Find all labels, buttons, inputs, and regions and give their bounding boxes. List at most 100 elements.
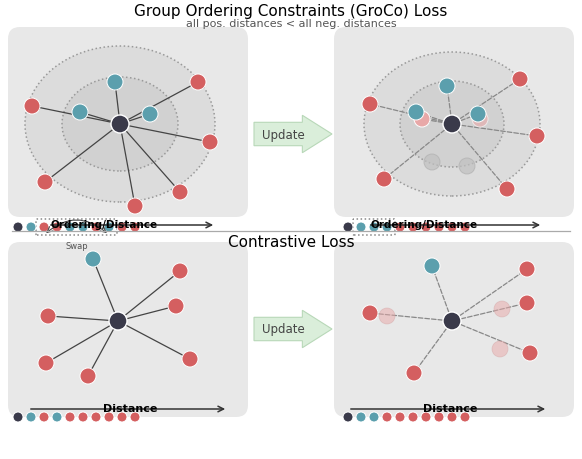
- Circle shape: [362, 97, 378, 113]
- Circle shape: [117, 223, 127, 233]
- Text: Group Ordering Constraints (GroCo) Loss: Group Ordering Constraints (GroCo) Loss: [134, 4, 448, 19]
- Circle shape: [111, 116, 129, 134]
- Circle shape: [104, 412, 114, 422]
- Circle shape: [142, 107, 158, 123]
- Circle shape: [72, 105, 88, 121]
- Circle shape: [85, 252, 101, 268]
- Circle shape: [26, 223, 36, 233]
- Circle shape: [395, 223, 405, 233]
- Circle shape: [127, 199, 143, 214]
- Text: Ordering/Distance: Ordering/Distance: [50, 219, 157, 230]
- Text: all pos. distances < all neg. distances: all pos. distances < all neg. distances: [186, 19, 396, 29]
- Circle shape: [104, 223, 114, 233]
- FancyBboxPatch shape: [334, 28, 574, 218]
- Circle shape: [107, 75, 123, 91]
- Circle shape: [424, 258, 440, 274]
- Circle shape: [52, 223, 62, 233]
- Circle shape: [519, 295, 535, 311]
- Circle shape: [65, 223, 75, 233]
- Circle shape: [13, 223, 23, 233]
- Circle shape: [522, 345, 538, 361]
- Circle shape: [172, 263, 188, 280]
- Circle shape: [499, 182, 515, 197]
- Circle shape: [460, 412, 470, 422]
- Circle shape: [356, 412, 366, 422]
- Circle shape: [172, 185, 188, 201]
- Circle shape: [519, 262, 535, 277]
- Circle shape: [91, 412, 101, 422]
- Circle shape: [529, 129, 545, 145]
- FancyBboxPatch shape: [8, 242, 248, 417]
- Circle shape: [109, 312, 127, 330]
- Circle shape: [434, 223, 444, 233]
- Ellipse shape: [25, 47, 215, 202]
- Circle shape: [369, 412, 379, 422]
- Circle shape: [460, 223, 470, 233]
- Circle shape: [379, 308, 395, 325]
- Text: Update: Update: [262, 128, 305, 141]
- Circle shape: [382, 223, 392, 233]
- Circle shape: [421, 412, 431, 422]
- Circle shape: [470, 107, 486, 123]
- Circle shape: [168, 298, 184, 314]
- Circle shape: [40, 308, 56, 325]
- Circle shape: [443, 116, 461, 134]
- Circle shape: [369, 223, 379, 233]
- Circle shape: [424, 155, 440, 171]
- FancyBboxPatch shape: [8, 28, 248, 218]
- Circle shape: [202, 134, 218, 151]
- Circle shape: [472, 112, 488, 128]
- Circle shape: [447, 412, 457, 422]
- FancyBboxPatch shape: [334, 242, 574, 417]
- Circle shape: [13, 412, 23, 422]
- Circle shape: [414, 112, 430, 128]
- FancyArrow shape: [254, 116, 332, 153]
- Ellipse shape: [62, 78, 178, 172]
- Circle shape: [408, 412, 418, 422]
- Circle shape: [182, 351, 198, 367]
- Circle shape: [492, 341, 508, 357]
- Circle shape: [37, 174, 53, 190]
- Circle shape: [443, 312, 461, 330]
- Circle shape: [382, 412, 392, 422]
- Circle shape: [80, 368, 96, 384]
- Circle shape: [130, 412, 140, 422]
- Circle shape: [39, 412, 49, 422]
- Circle shape: [421, 223, 431, 233]
- Circle shape: [130, 223, 140, 233]
- Circle shape: [343, 223, 353, 233]
- Circle shape: [362, 305, 378, 321]
- Text: Distance: Distance: [423, 403, 477, 413]
- Ellipse shape: [400, 82, 504, 168]
- Circle shape: [439, 79, 455, 95]
- Circle shape: [26, 412, 36, 422]
- Circle shape: [408, 223, 418, 233]
- FancyArrow shape: [254, 311, 332, 348]
- Circle shape: [24, 99, 40, 115]
- Text: Ordering/Distance: Ordering/Distance: [370, 219, 477, 230]
- Text: Distance: Distance: [103, 403, 157, 413]
- Circle shape: [494, 302, 510, 317]
- Circle shape: [78, 223, 88, 233]
- Circle shape: [39, 223, 49, 233]
- Circle shape: [65, 412, 75, 422]
- Circle shape: [91, 223, 101, 233]
- Circle shape: [434, 412, 444, 422]
- Circle shape: [356, 223, 366, 233]
- Circle shape: [447, 223, 457, 233]
- Circle shape: [52, 412, 62, 422]
- Circle shape: [78, 412, 88, 422]
- Circle shape: [459, 159, 475, 174]
- Circle shape: [38, 355, 54, 371]
- Text: Update: Update: [262, 323, 305, 336]
- Circle shape: [190, 75, 206, 91]
- Ellipse shape: [364, 53, 540, 196]
- Circle shape: [512, 72, 528, 88]
- Circle shape: [408, 105, 424, 121]
- Circle shape: [395, 412, 405, 422]
- Circle shape: [343, 412, 353, 422]
- Circle shape: [376, 172, 392, 188]
- Circle shape: [117, 412, 127, 422]
- Circle shape: [406, 365, 422, 381]
- Text: Contrastive Loss: Contrastive Loss: [228, 235, 354, 249]
